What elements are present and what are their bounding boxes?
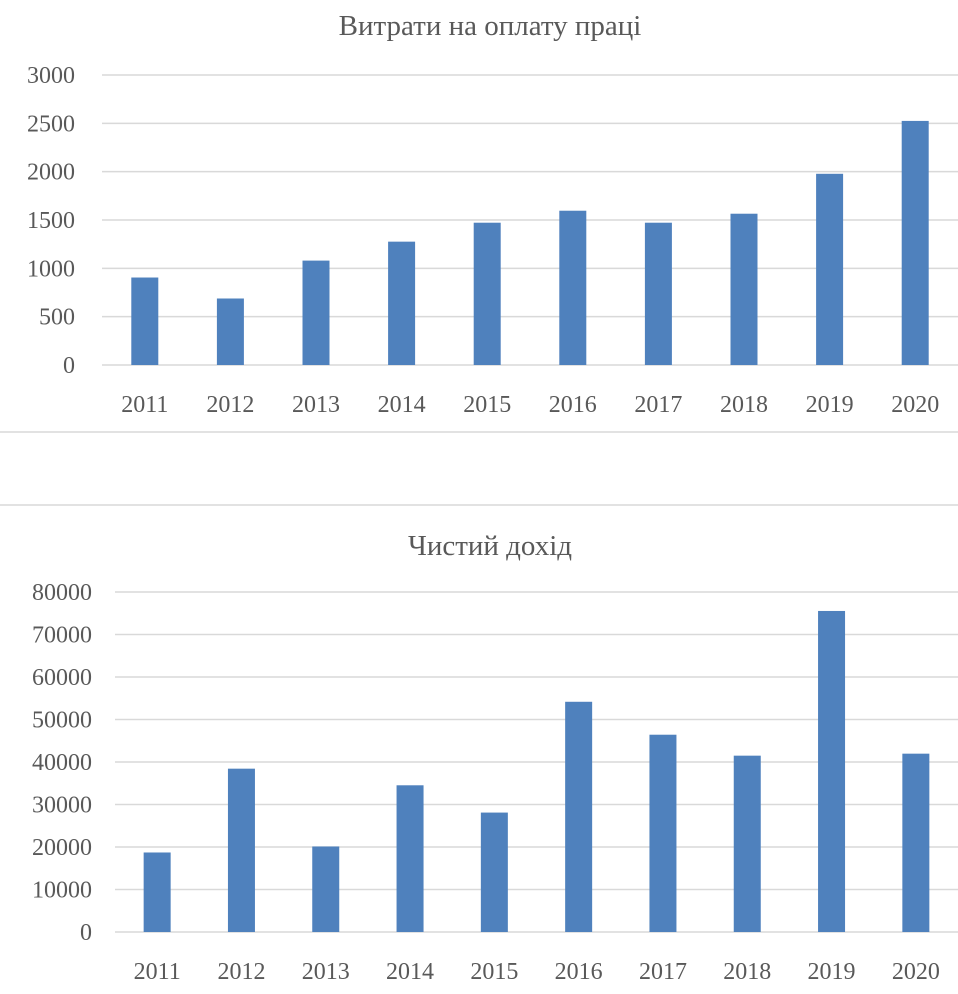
chart-title-net-income: Чистий дохід <box>408 530 572 562</box>
x-tick-label: 2017 <box>639 959 687 985</box>
y-tick-label: 20000 <box>32 835 92 861</box>
bar-2017 <box>649 734 677 932</box>
x-tick-label: 2016 <box>555 959 603 985</box>
labor-costs-chart: 0 500 1000 1500 2000 2500 3000 2011 2012 2013 2014… <box>27 63 958 418</box>
x-tick-label: 2013 <box>292 392 340 418</box>
y-tick-label: 50000 <box>32 708 92 734</box>
bar-2015 <box>480 812 508 932</box>
y-tick-label: 10000 <box>32 878 92 904</box>
bar-2013 <box>302 260 330 365</box>
y-tick-label: 1500 <box>27 208 75 234</box>
bar-2015 <box>473 222 501 365</box>
x-tick-label: 2011 <box>121 392 168 418</box>
bar-2019 <box>816 173 844 365</box>
bar-2013 <box>312 846 340 932</box>
y-tick-label: 0 <box>80 920 92 946</box>
bar-2014 <box>396 785 424 932</box>
x-tick-label: 2014 <box>378 392 426 418</box>
net-income-chart: 0 10000 20000 30000 40000 50000 60000 70000 8000… <box>32 580 958 985</box>
bar-2018 <box>733 755 761 932</box>
x-tick-label: 2018 <box>723 959 771 985</box>
bar-2011 <box>143 852 171 932</box>
x-tick-label: 2015 <box>470 959 518 985</box>
bar-2011 <box>131 277 159 365</box>
bar-2012 <box>227 768 255 932</box>
x-tick-label: 2012 <box>206 392 254 418</box>
y-tick-label: 2000 <box>27 160 75 186</box>
y-tick-label: 2500 <box>27 111 75 137</box>
bar-2012 <box>216 298 244 365</box>
x-tick-label: 2017 <box>634 392 682 418</box>
x-tick-label: 2020 <box>892 959 940 985</box>
y-tick-label: 40000 <box>32 750 92 776</box>
y-tick-label: 1000 <box>27 256 75 282</box>
x-tick-label: 2018 <box>720 392 768 418</box>
y-tick-label: 70000 <box>32 623 92 649</box>
bar-2014 <box>388 241 416 365</box>
y-tick-label: 60000 <box>32 665 92 691</box>
y-tick-label: 80000 <box>32 580 92 606</box>
y-tick-label: 30000 <box>32 793 92 819</box>
y-tick-label: 0 <box>63 353 75 379</box>
bar-2019 <box>818 610 846 932</box>
x-tick-label: 2012 <box>217 959 265 985</box>
y-tick-label: 500 <box>39 305 75 331</box>
x-tick-label: 2016 <box>549 392 597 418</box>
x-tick-label: 2019 <box>806 392 854 418</box>
y-tick-label: 3000 <box>27 63 75 89</box>
bar-2020 <box>902 753 930 932</box>
bar-2016 <box>565 701 593 932</box>
chart-title-labor-costs: Витрати на оплату праці <box>339 10 642 42</box>
x-tick-label: 2020 <box>891 392 939 418</box>
bar-2020 <box>901 120 929 366</box>
x-tick-label: 2015 <box>463 392 511 418</box>
bar-2018 <box>730 213 758 365</box>
x-tick-label: 2011 <box>134 959 181 985</box>
x-tick-label: 2019 <box>808 959 856 985</box>
bar-2017 <box>644 222 672 365</box>
x-tick-label: 2013 <box>302 959 350 985</box>
bar-2016 <box>559 210 587 365</box>
x-tick-label: 2014 <box>386 959 434 985</box>
